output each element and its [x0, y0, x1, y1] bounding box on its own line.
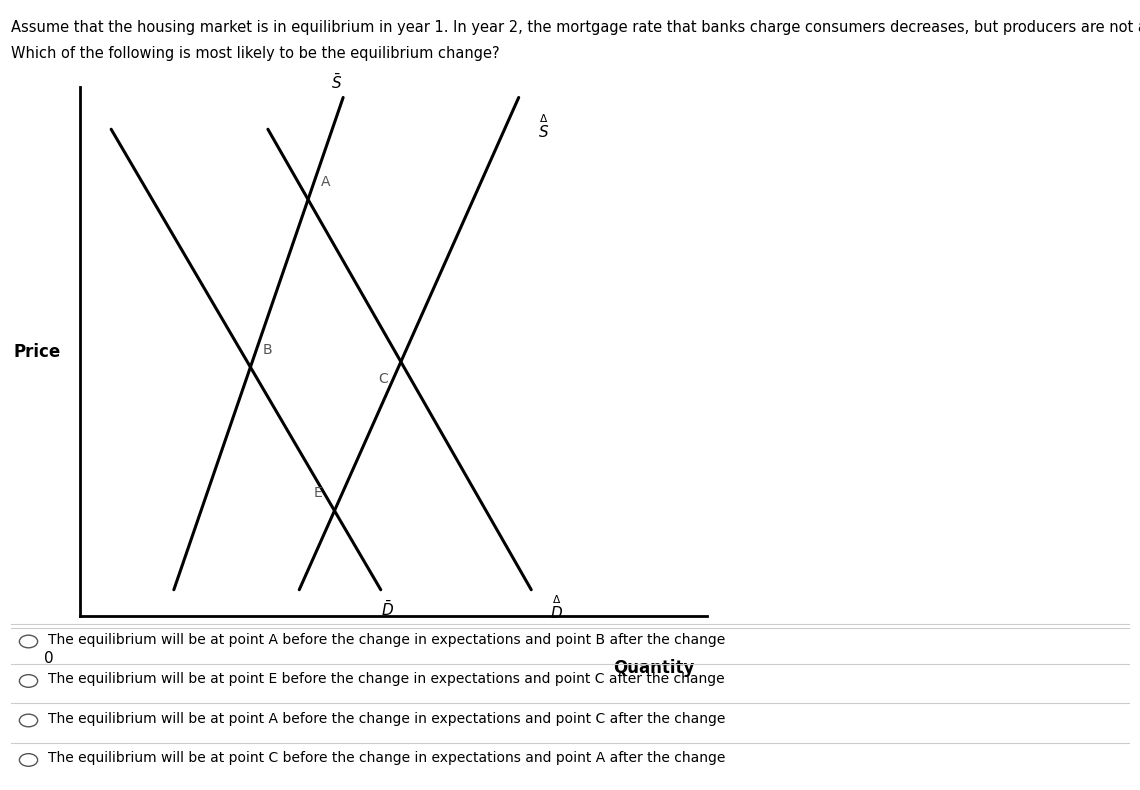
Text: A: A: [320, 175, 331, 189]
Text: The equilibrium will be at point A before the change in expectations and point C: The equilibrium will be at point A befor…: [48, 712, 725, 726]
Text: The equilibrium will be at point A before the change in expectations and point B: The equilibrium will be at point A befor…: [48, 633, 725, 647]
Text: C: C: [378, 372, 389, 386]
Text: $\bar{S}$: $\bar{S}$: [332, 73, 342, 92]
Text: $\overset{\Delta}{D}$: $\overset{\Delta}{D}$: [549, 595, 563, 623]
Text: 0: 0: [43, 651, 54, 666]
Text: B: B: [263, 343, 272, 356]
Text: The equilibrium will be at point C before the change in expectations and point A: The equilibrium will be at point C befor…: [48, 751, 725, 766]
Text: Assume that the housing market is in equilibrium in year 1. In year 2, the mortg: Assume that the housing market is in equ…: [11, 20, 1140, 35]
Text: The equilibrium will be at point E before the change in expectations and point C: The equilibrium will be at point E befor…: [48, 672, 725, 687]
Text: Which of the following is most likely to be the equilibrium change?: Which of the following is most likely to…: [11, 46, 500, 61]
Text: E: E: [314, 486, 321, 500]
Text: Quantity: Quantity: [613, 659, 694, 676]
Text: $\overset{\Delta}{S}$: $\overset{\Delta}{S}$: [538, 113, 548, 141]
Text: $\bar{D}$: $\bar{D}$: [381, 600, 393, 619]
Text: Price: Price: [14, 343, 62, 360]
